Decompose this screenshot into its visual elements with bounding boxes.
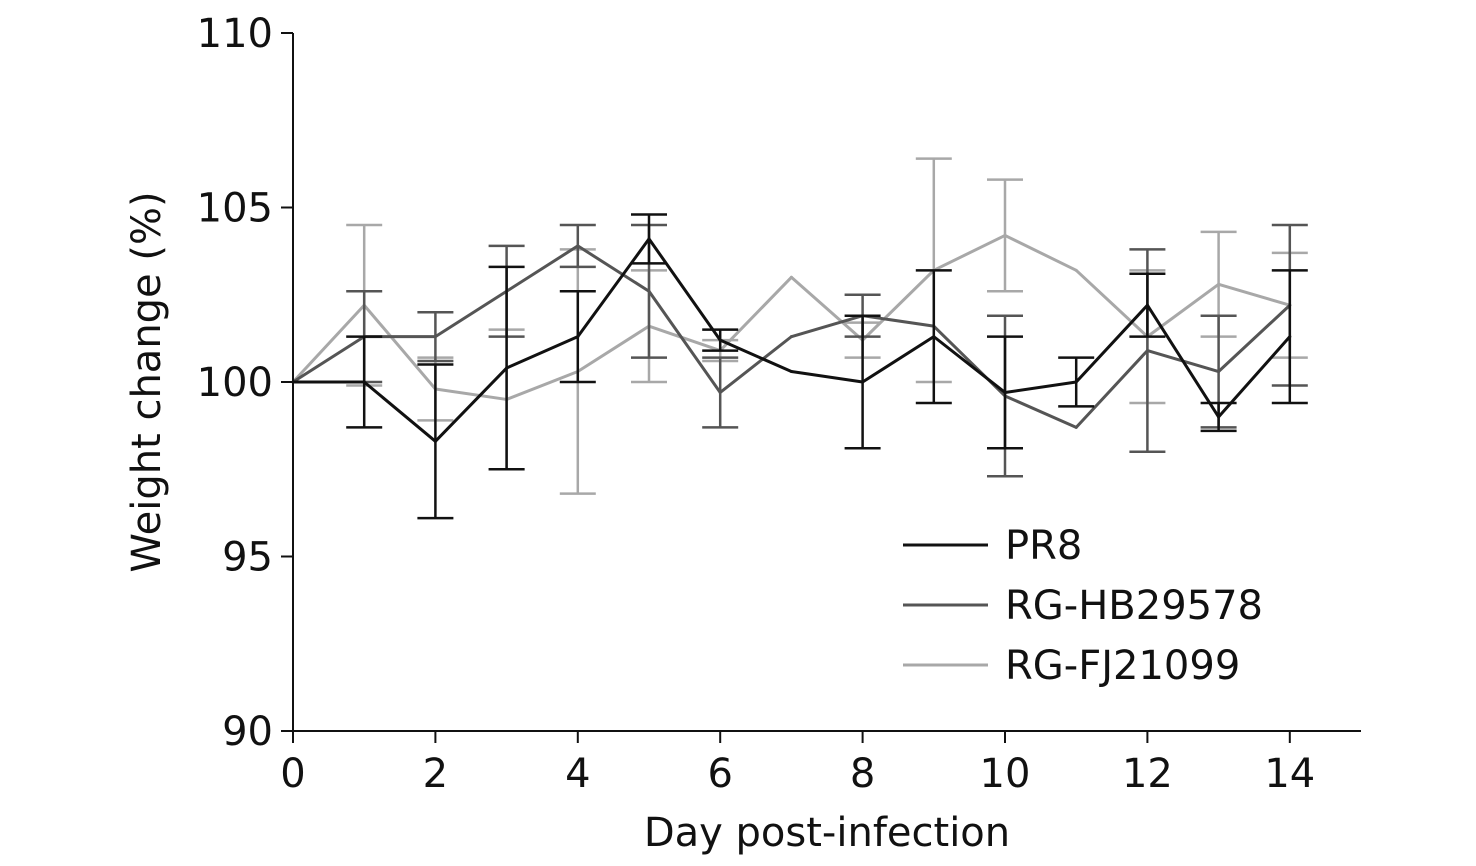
x-axis-label: Day post-infection: [644, 810, 1010, 856]
data-point: [861, 380, 865, 384]
data-point: [1145, 303, 1149, 307]
data-point: [1003, 390, 1007, 394]
data-point: [505, 366, 509, 370]
data-point: [576, 335, 580, 339]
data-point: [1074, 425, 1078, 429]
series-layer: [291, 157, 1308, 520]
x-tick-label: 12: [1122, 751, 1173, 797]
series-line: [291, 233, 1291, 401]
series-RG-FJ21099: [291, 157, 1308, 495]
legend: PR8 RG-HB29578 RG-FJ21099: [903, 523, 1263, 689]
y-tick-label: 95: [222, 535, 273, 581]
x-tick-label: 2: [423, 751, 448, 797]
data-point: [932, 335, 936, 339]
x-tick-label: 4: [565, 751, 590, 797]
data-point: [718, 390, 722, 394]
data-point: [647, 237, 651, 241]
data-point: [1074, 268, 1078, 272]
data-point: [789, 275, 793, 279]
data-point: [789, 370, 793, 374]
y-tick-label: 110: [197, 11, 273, 57]
legend-label: PR8: [1005, 523, 1082, 569]
data-point: [433, 335, 437, 339]
data-point: [362, 380, 366, 384]
series-RG-HB29578: [291, 223, 1308, 478]
x-tick-label: 0: [280, 751, 305, 797]
data-point: [718, 338, 722, 342]
x-tick-label: 8: [850, 751, 875, 797]
y-tick-label: 90: [222, 709, 273, 755]
data-point: [576, 244, 580, 248]
y-tick-label: 105: [197, 186, 273, 232]
data-point: [1217, 282, 1221, 286]
y-ticks: 90 95 100 105 110: [197, 11, 293, 755]
data-point: [1145, 349, 1149, 353]
data-point: [1217, 415, 1221, 419]
legend-label: RG-HB29578: [1005, 583, 1263, 629]
x-tick-label: 10: [980, 751, 1031, 797]
y-tick-label: 100: [197, 360, 273, 406]
data-point: [1217, 370, 1221, 374]
series-PR8: [291, 213, 1308, 520]
data-point: [647, 289, 651, 293]
data-point: [1003, 233, 1007, 237]
legend-label: RG-FJ21099: [1005, 643, 1240, 689]
data-point: [789, 335, 793, 339]
axes: 90 95 100 105 110 0 2 4 6 8 10 12 14 Day post-infec…: [124, 11, 1361, 856]
y-axis-label: Weight change (%): [124, 191, 170, 572]
data-point: [1288, 335, 1292, 339]
data-point: [1074, 380, 1078, 384]
data-point: [433, 439, 437, 443]
x-ticks: 0 2 4 6 8 10 12 14: [280, 731, 1315, 797]
x-tick-label: 14: [1264, 751, 1315, 797]
x-tick-label: 6: [707, 751, 732, 797]
